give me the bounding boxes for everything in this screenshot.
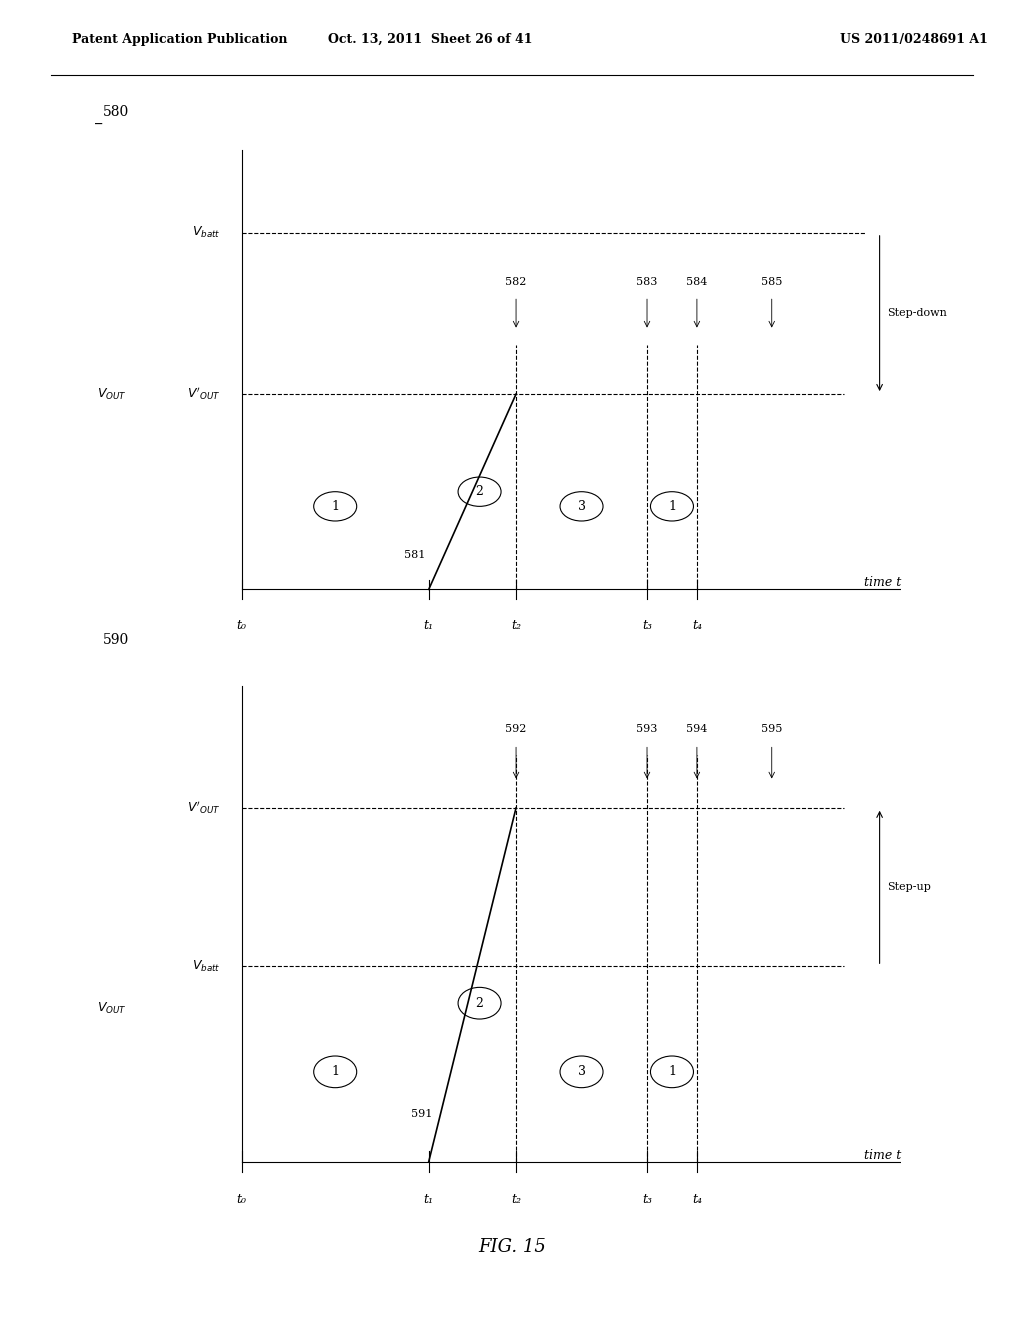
Text: $V'_{OUT}$: $V'_{OUT}$ [186, 385, 220, 403]
Text: $V_{batt}$: $V_{batt}$ [191, 958, 220, 974]
Text: t₀: t₀ [237, 619, 247, 632]
Text: 590: 590 [102, 634, 129, 647]
Text: 585: 585 [761, 277, 782, 286]
Text: 3: 3 [578, 500, 586, 513]
Text: 592: 592 [506, 723, 526, 734]
Text: t₀: t₀ [237, 1193, 247, 1206]
Text: 2: 2 [475, 486, 483, 498]
Text: 1: 1 [331, 1065, 339, 1078]
Text: $V_{OUT}$: $V_{OUT}$ [97, 387, 127, 401]
Text: 580: 580 [102, 106, 129, 119]
Text: 3: 3 [578, 1065, 586, 1078]
Text: 593: 593 [636, 723, 657, 734]
Text: 1: 1 [668, 1065, 676, 1078]
Text: 582: 582 [506, 277, 526, 286]
Text: 581: 581 [403, 550, 425, 560]
Text: Oct. 13, 2011  Sheet 26 of 41: Oct. 13, 2011 Sheet 26 of 41 [328, 33, 532, 46]
Text: t₁: t₁ [424, 1193, 434, 1206]
Text: t₁: t₁ [424, 619, 434, 632]
Text: Step-up: Step-up [887, 882, 931, 892]
Text: 591: 591 [411, 1109, 432, 1119]
Text: US 2011/0248691 A1: US 2011/0248691 A1 [840, 33, 987, 46]
Text: 584: 584 [686, 277, 708, 286]
Text: $V'_{OUT}$: $V'_{OUT}$ [186, 800, 220, 816]
Text: 1: 1 [331, 500, 339, 513]
Text: Step-down: Step-down [887, 309, 946, 318]
Text: 594: 594 [686, 723, 708, 734]
Text: t₄: t₄ [692, 1193, 701, 1206]
Text: 583: 583 [636, 277, 657, 286]
Text: t₂: t₂ [511, 1193, 521, 1206]
Text: time t: time t [864, 1148, 901, 1162]
Text: time t: time t [864, 577, 901, 589]
Text: 1: 1 [668, 500, 676, 513]
Text: FIG. 15: FIG. 15 [478, 1238, 546, 1257]
Text: Patent Application Publication: Patent Application Publication [72, 33, 287, 46]
Text: t₄: t₄ [692, 619, 701, 632]
Text: $V_{OUT}$: $V_{OUT}$ [97, 1001, 127, 1016]
Text: $V_{batt}$: $V_{batt}$ [191, 226, 220, 240]
Text: 595: 595 [761, 723, 782, 734]
Text: t₃: t₃ [642, 619, 652, 632]
Text: t₂: t₂ [511, 619, 521, 632]
Text: 2: 2 [475, 997, 483, 1010]
Text: t₃: t₃ [642, 1193, 652, 1206]
